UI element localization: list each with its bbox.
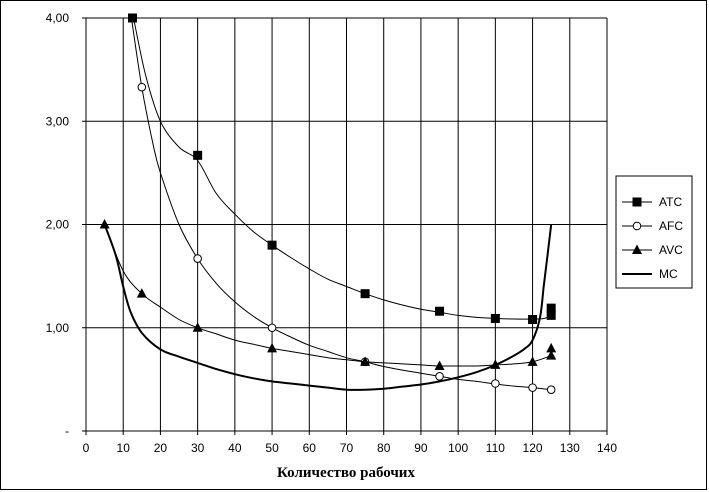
data-point-avc [546,342,557,353]
legend-item-atc: ATC [622,195,682,209]
legend-label: AVC [659,243,683,257]
data-point-afc [193,254,202,263]
x-tick-label: 100 [448,441,468,455]
legend: ATC AFC AVC MC [615,175,693,289]
y-tick-label: 4,00 [46,11,70,25]
axes [82,17,608,435]
data-point-atc [128,13,138,23]
y-tick-labels: - 1,00 2,00 3,00 4,00 [46,11,70,438]
legend-label: MC [659,267,678,281]
series-mc [103,224,553,391]
data-point-afc [491,379,500,388]
x-tick-label: 140 [597,441,617,455]
x-tick-label: 30 [191,441,205,455]
legend-item-mc: MC [622,267,678,281]
x-tick-label: 40 [228,441,242,455]
x-tick-label: 130 [560,441,580,455]
legend-item-afc: AFC [622,219,683,233]
series-line-afc [130,18,552,391]
y-tick-label: - [65,424,69,438]
series-line-mc [103,224,553,391]
data-point-atc [528,314,538,324]
series-layer [99,13,557,395]
x-tick-label: 120 [523,441,543,455]
data-point-avc [99,219,110,229]
legend-label: ATC [659,195,682,209]
series-avc [99,219,557,370]
data-point-atc [546,303,556,313]
legend-label: AFC [659,219,683,233]
legend-marker [632,221,642,231]
data-point-afc [267,323,277,333]
legend-marker [632,197,642,207]
data-point-afc [137,82,147,92]
data-point-afc [528,383,537,392]
x-tick-label: 70 [340,441,354,455]
data-point-atc [490,313,500,323]
y-tick-label: 3,00 [46,114,70,128]
data-point-atc [360,289,370,299]
legend-marker [632,244,642,254]
data-point-avc [360,356,371,366]
x-tick-label: 110 [486,441,505,455]
y-tick-label: 1,00 [46,321,70,335]
data-point-avc [192,322,203,332]
x-tick-label: 60 [303,441,317,455]
x-tick-label: 10 [117,441,131,455]
data-point-atc [193,150,203,160]
data-point-afc [435,371,444,381]
x-tick-label: 50 [265,441,279,455]
data-point-atc [267,240,277,250]
grid-lines [86,17,608,431]
x-tick-label: 80 [377,441,391,455]
x-tick-label: 90 [414,441,428,455]
x-tick-label: 20 [154,441,168,455]
data-point-avc [527,356,538,366]
data-point-avc [267,342,278,353]
data-point-atc [435,306,445,316]
x-tick-labels: 0 10 20 30 40 50 60 70 80 90 100 110 120 130 140 [83,441,618,455]
series-line-avc [104,224,552,367]
data-point-afc [546,385,556,395]
x-tick-label: 0 [83,441,90,455]
data-point-atc [546,310,556,320]
legend-box [615,175,693,289]
data-point-avc [136,288,147,298]
series-atc [128,13,556,324]
data-point-avc [546,350,557,360]
legend-item-avc: AVC [622,243,683,257]
x-axis-label: Количество рабочих [277,465,415,481]
data-point-avc [434,360,445,370]
y-tick-label: 2,00 [46,218,70,232]
